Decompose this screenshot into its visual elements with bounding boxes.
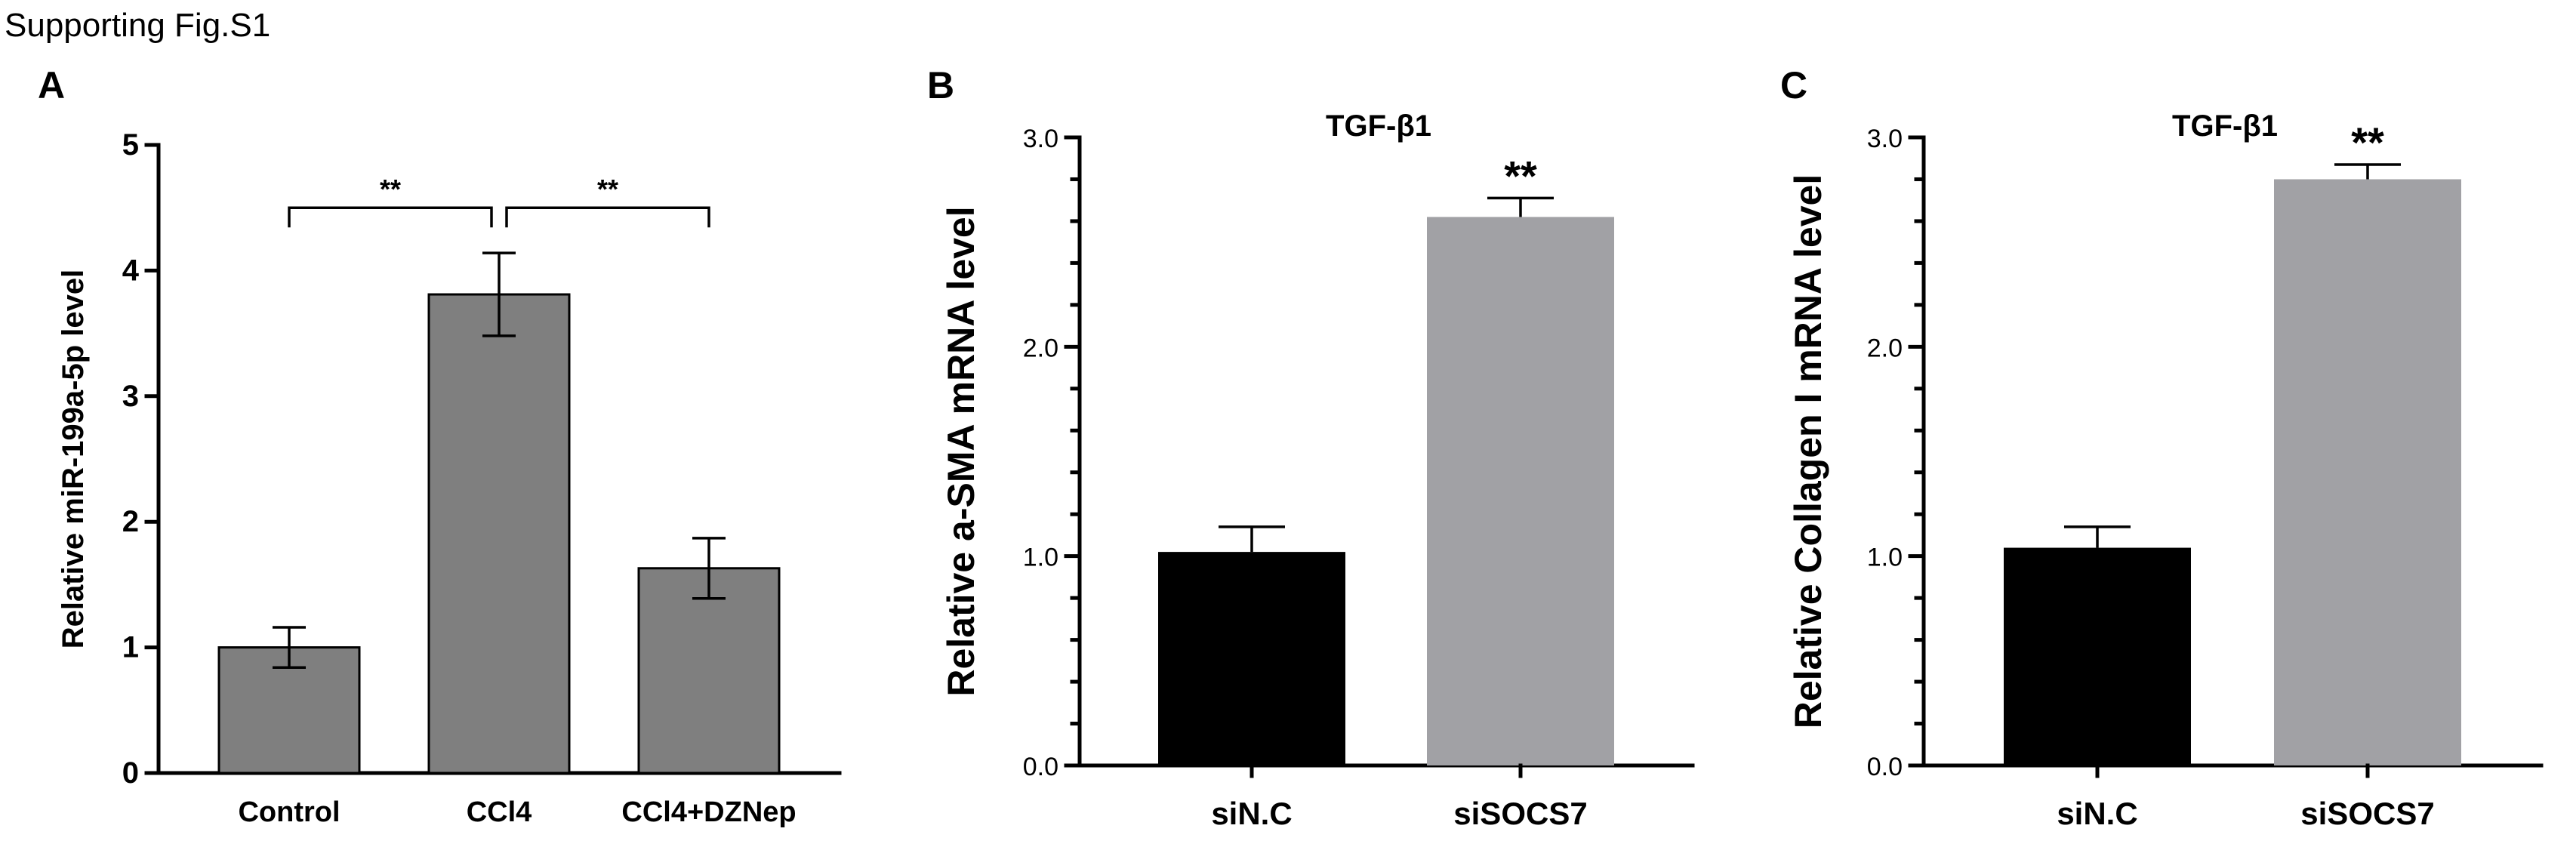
x-tick-label: siSOCS7 [2300,796,2434,831]
y-tick-label: 0.0 [1023,753,1058,781]
y-axis-label: Relative miR-199a-5p level [57,270,90,648]
figure-title: Supporting Fig.S1 [5,7,270,44]
bar-ccl4 [427,293,571,775]
y-axis-label: Relative Collagen I mRNA level [1787,174,1829,729]
y-tick-label: 0.0 [1867,753,1903,781]
y-axis-label: Relative a-SMA mRNA level [940,206,982,696]
y-tick-label: 1.0 [1867,544,1903,572]
bar-sisocs7 [1427,217,1614,765]
bar-sin-c [2004,547,2191,765]
panel-a-chart: 0 1 2 3 4 5 Control CCl4 CCl4+DZNep Relative miR-… [57,128,842,828]
y-tick-label: 0 [122,756,139,790]
y-tick-label: 5 [122,128,139,162]
y-tick-label: 1.0 [1023,544,1058,572]
panel-title: TGF-β1 [2172,109,2278,143]
y-tick-label: 2.0 [1023,334,1058,362]
significance-bracket [288,206,493,228]
y-tick-label: 4 [122,254,140,287]
bar-sin-c [1158,552,1345,765]
y-tick-label: 2.0 [1867,334,1903,362]
y-tick-label: 3 [122,380,139,413]
panel-c-chart: 0.0 1.0 2.0 3.0 siN.C siSOCS7 Relative Collage… [1787,109,2544,831]
x-tick-label: siN.C [2057,796,2137,831]
x-tick-label: Control [238,796,340,828]
y-tick-label: 3.0 [1867,125,1903,153]
panel-b-chart: 0.0 1.0 2.0 3.0 siN.C siSOCS7 Relative a-SMA m… [940,109,1695,831]
panel-letter-a: A [38,64,65,106]
x-tick-label: CCl4 [467,796,532,828]
x-tick-label: CCl4+DZNep [621,796,796,828]
panel-title: TGF-β1 [1326,109,1431,143]
panel-letter-c: C [1780,64,1807,106]
bar-sisocs7 [2274,179,2461,765]
y-tick-label: 2 [122,505,139,538]
x-tick-label: siN.C [1211,796,1292,831]
y-tick-label: 1 [122,631,139,664]
panel-letter-b: B [927,64,954,106]
significance-label: ** [380,174,401,205]
significance-label: ** [2351,119,2384,166]
y-tick-label: 3.0 [1023,125,1058,153]
x-tick-label: siSOCS7 [1453,796,1587,831]
significance-label: ** [1504,152,1537,199]
significance-label: ** [597,174,618,205]
significance-bracket [505,206,710,228]
bar-ccl4-dznep [637,567,781,775]
